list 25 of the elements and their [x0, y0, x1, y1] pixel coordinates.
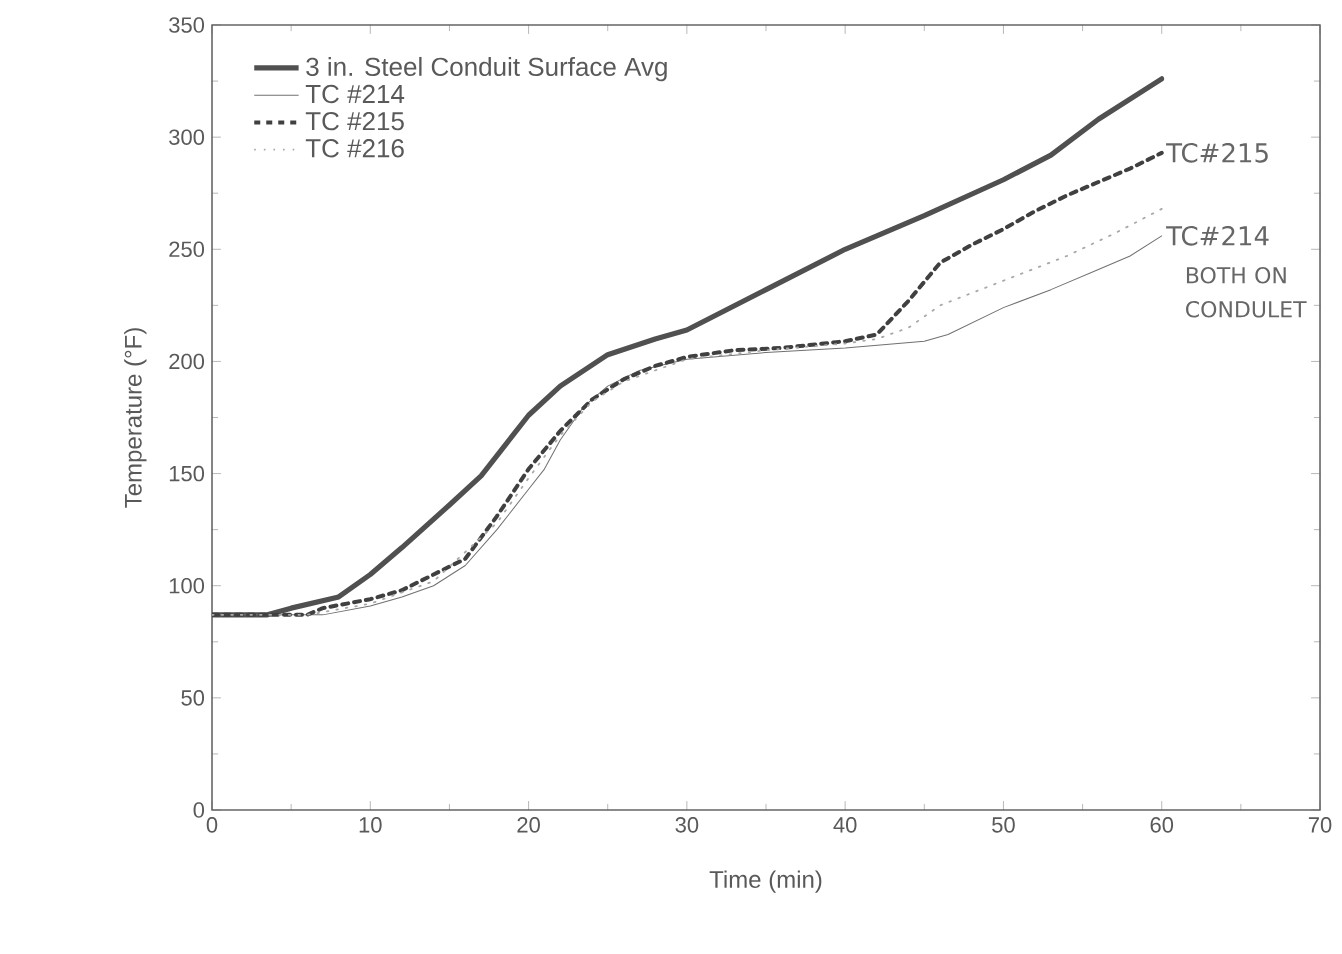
y-tick-label: 350	[169, 17, 205, 33]
x-tick-label: 30	[675, 817, 699, 833]
y-tick-label: 250	[169, 241, 205, 258]
y-tick-label: 300	[169, 129, 205, 145]
x-tick-label: 0	[206, 817, 218, 833]
x-tick-label: 50	[992, 817, 1015, 833]
y-tick-label: 100	[169, 577, 205, 594]
y-tick-label: 200	[169, 353, 205, 370]
x-tick-label: 10	[359, 817, 382, 833]
x-axis-title: Time (min)	[709, 870, 822, 893]
x-tick-label: 70	[1308, 817, 1332, 833]
y-axis-title: Temperature (°F)	[124, 328, 147, 508]
annotation: TC#215	[1166, 143, 1268, 163]
x-tick-label: 20	[517, 817, 540, 833]
legend-label: TC #215	[305, 111, 404, 131]
legend-label: TC #216	[305, 139, 404, 158]
y-tick-label: 150	[169, 465, 205, 482]
x-tick-label: 40	[833, 817, 857, 833]
y-tick-label: 0	[193, 802, 205, 818]
annotation: TC#214	[1166, 226, 1269, 246]
x-tick-label: 60	[1150, 817, 1174, 833]
y-tick-label: 50	[181, 690, 205, 706]
legend-label: 3 in. Steel Conduit Surface Avg	[306, 56, 667, 82]
annotation: BOTH ON CONDULET	[1186, 266, 1307, 318]
legend-label: TC #214	[305, 84, 405, 104]
